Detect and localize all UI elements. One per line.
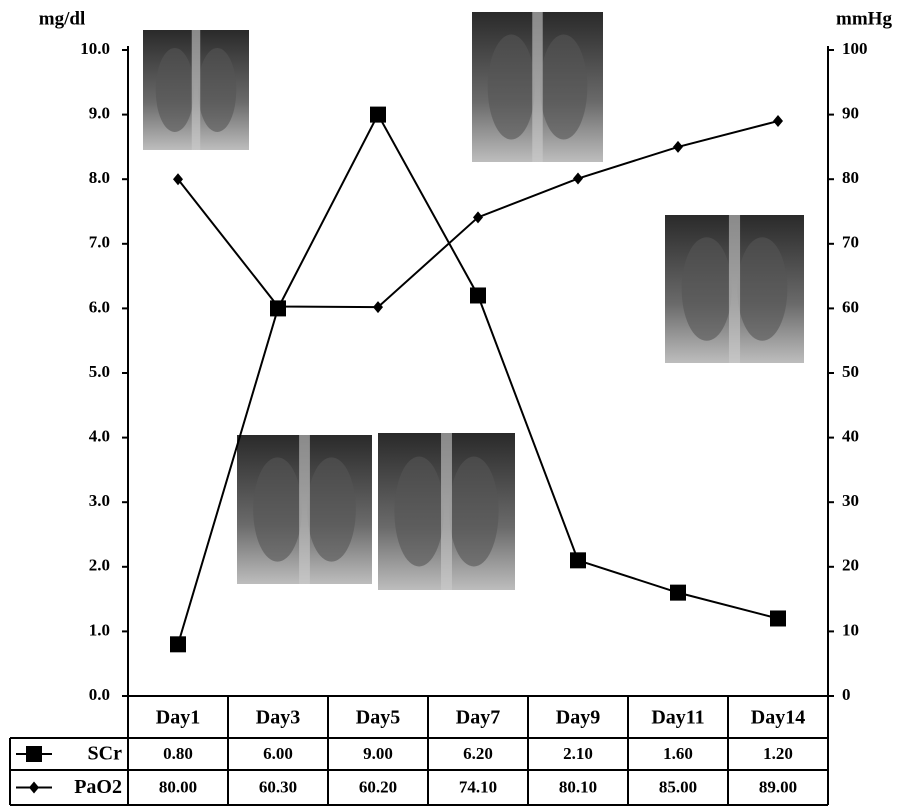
table-cell: 0.80	[163, 744, 193, 763]
spine	[728, 215, 741, 363]
legend-label: SCr	[88, 743, 123, 765]
point	[173, 173, 183, 186]
table-cell: 9.00	[363, 744, 393, 763]
table-cell: 80.00	[159, 777, 197, 796]
lung	[540, 34, 588, 140]
spine	[441, 433, 452, 590]
spine	[191, 30, 201, 150]
table-cell: 74.10	[459, 777, 497, 796]
y-tick-label: 10.0	[80, 39, 110, 58]
y2-tick-label: 50	[842, 362, 859, 381]
point	[773, 115, 783, 128]
lung	[307, 457, 356, 562]
y-tick-label: 5.0	[89, 362, 110, 381]
table-cell: 2.10	[563, 744, 593, 763]
y2-axis-title: mmHg	[836, 8, 892, 29]
x-tick-label: Day5	[356, 707, 400, 729]
lung	[198, 48, 237, 132]
spine	[532, 12, 543, 162]
legend-label: PaO2	[74, 776, 122, 798]
y-tick-label: 1.0	[89, 620, 110, 639]
legend-marker	[26, 746, 42, 762]
y2-tick-label: 10	[842, 620, 859, 639]
table-cell: 60.20	[359, 777, 397, 796]
spine	[299, 435, 310, 584]
table-cell: 89.00	[759, 777, 797, 796]
y-tick-label: 7.0	[89, 233, 110, 252]
y2-tick-label: 90	[842, 104, 859, 123]
y-tick-label: 3.0	[89, 491, 110, 510]
point	[273, 300, 283, 313]
lung	[394, 456, 444, 567]
y2-tick-label: 80	[842, 168, 859, 187]
point	[673, 140, 683, 153]
x-tick-label: Day11	[651, 707, 704, 729]
lung	[449, 456, 499, 567]
x-tick-label: Day7	[456, 707, 500, 729]
y2-tick-label: 20	[842, 556, 859, 575]
y2-tick-label: 70	[842, 233, 859, 252]
point	[370, 106, 386, 123]
point	[573, 172, 583, 185]
y-tick-label: 4.0	[89, 427, 110, 446]
table-cell: 85.00	[659, 777, 697, 796]
y-tick-label: 8.0	[89, 168, 110, 187]
point	[373, 301, 383, 314]
x-tick-label: Day1	[156, 707, 200, 729]
point	[473, 211, 483, 224]
x-tick-label: Day9	[556, 707, 600, 729]
lung	[253, 457, 302, 562]
table-cell: 60.30	[259, 777, 297, 796]
point	[570, 552, 586, 569]
lung	[155, 48, 194, 132]
y-tick-label: 0.0	[89, 685, 110, 704]
lung	[681, 237, 732, 341]
point	[770, 610, 786, 627]
y-tick-label: 6.0	[89, 297, 110, 316]
y2-tick-label: 40	[842, 427, 859, 446]
y2-tick-label: 30	[842, 491, 859, 510]
table-cell: 6.20	[463, 744, 493, 763]
x-tick-label: Day3	[256, 707, 300, 729]
xray-images	[143, 12, 804, 590]
y2-tick-label: 0	[842, 685, 851, 704]
table-cell: 1.60	[663, 744, 693, 763]
table-cell: 6.00	[263, 744, 293, 763]
point	[170, 636, 186, 653]
y2-tick-label: 100	[842, 39, 868, 58]
y-tick-label: 9.0	[89, 104, 110, 123]
legend-marker	[29, 781, 39, 794]
point	[670, 584, 686, 601]
point	[470, 287, 486, 304]
y-axis-title: mg/dl	[39, 8, 85, 29]
lung	[737, 237, 788, 341]
table-cell: 1.20	[763, 744, 793, 763]
x-tick-label: Day14	[751, 707, 805, 729]
y-tick-label: 2.0	[89, 556, 110, 575]
y2-tick-label: 60	[842, 297, 859, 316]
table-cell: 80.10	[559, 777, 597, 796]
lung	[487, 34, 535, 140]
